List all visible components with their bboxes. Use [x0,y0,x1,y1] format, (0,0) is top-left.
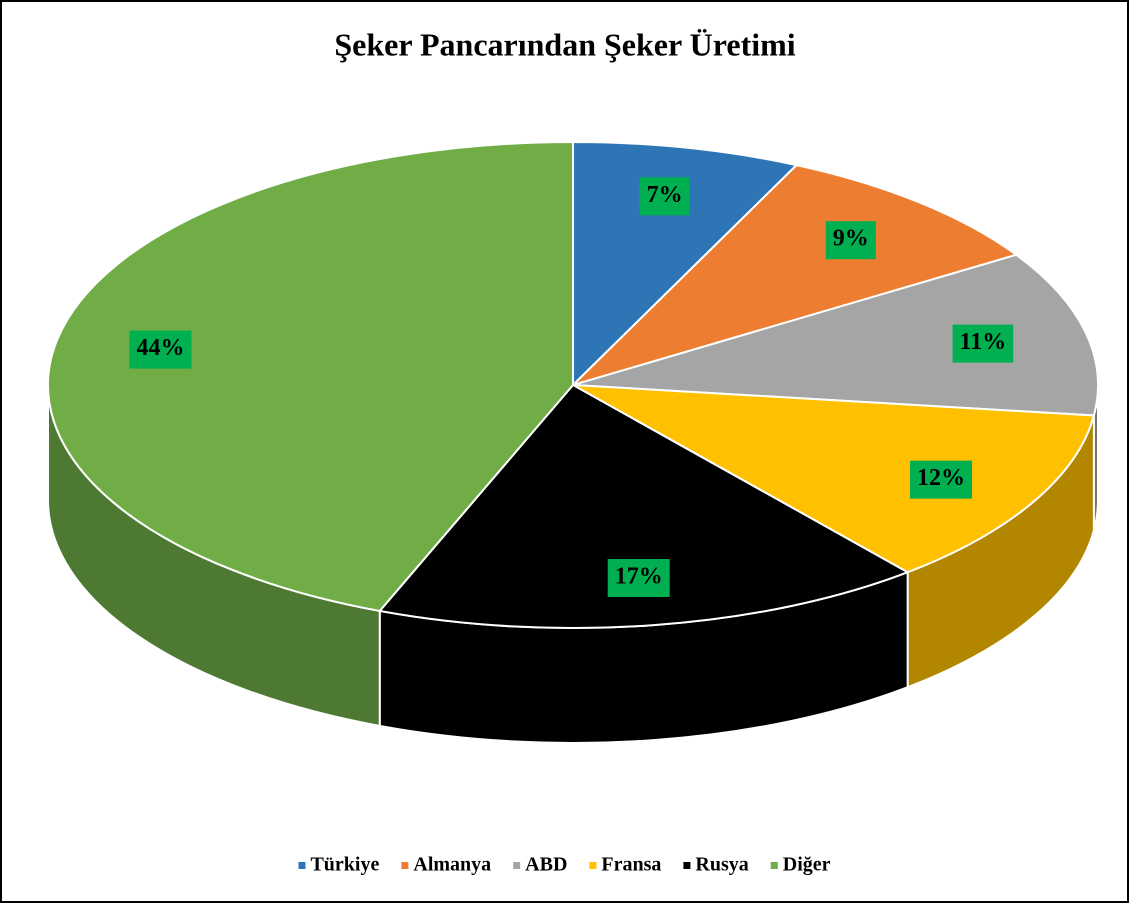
legend: Türkiye Almanya ABD Fransa Rusya Diğer [298,854,831,876]
legend-label: Almanya [413,854,491,876]
legend-label: Fransa [601,854,661,876]
slice [572,253,1099,417]
legend-swatch [683,862,691,869]
data-label-bg [952,324,1014,363]
chart-title: Şeker Pancarından Şeker Üretimi [334,26,795,62]
slice [572,384,1096,574]
data-label-bg [825,221,876,260]
slice [377,383,911,629]
legend-swatch [589,862,597,869]
data-label-bg [607,559,670,598]
data-label: 9% [833,226,869,252]
legend-swatch [770,862,778,869]
legend-label: ABD [525,854,567,876]
data-label: 11% [960,329,1007,355]
legend-swatch [401,862,409,869]
legend-swatch [298,862,306,869]
data-label: 12% [917,465,965,491]
legend-label: Türkiye [310,854,379,876]
legend-swatch [513,862,521,869]
data-label-bg [129,330,192,369]
slice [47,140,574,613]
slice [572,164,1019,386]
data-label: 7% [647,182,683,208]
data-label-bg [639,177,690,216]
data-label: 17% [615,564,663,590]
slice [572,140,799,388]
data-label: 44% [136,335,184,361]
data-label-bg [910,460,973,499]
legend-label: Diğer [783,854,831,876]
legend-label: Rusya [695,854,748,876]
